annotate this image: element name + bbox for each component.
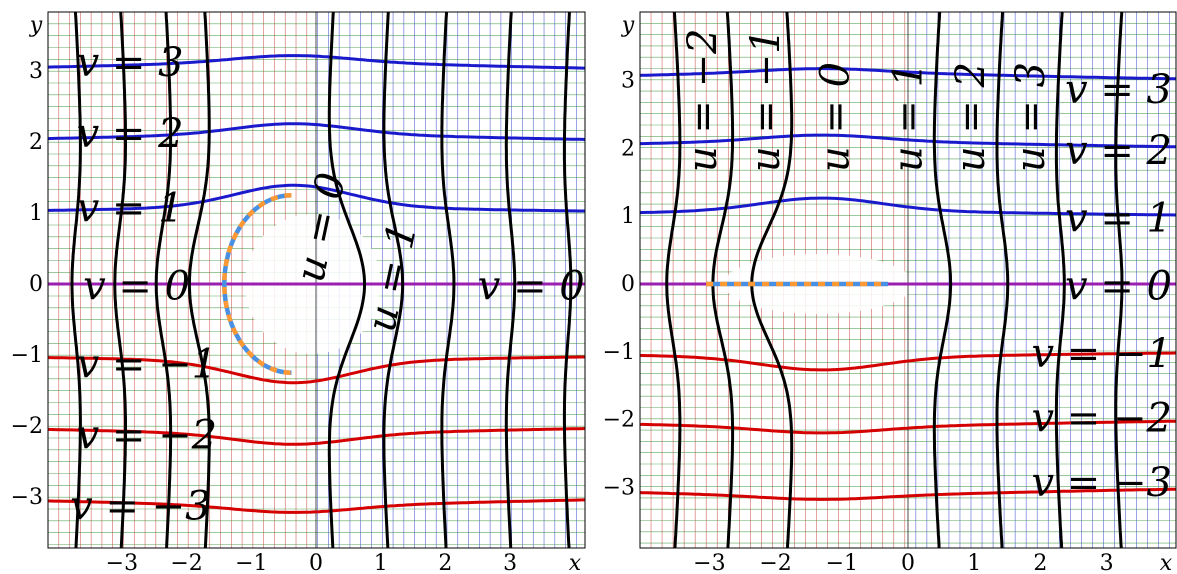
u-curve — [1054, 12, 1066, 548]
v-curve — [48, 183, 585, 213]
y-tick-label: −1 — [11, 343, 43, 368]
y-tick-label: −2 — [11, 414, 43, 439]
v-curve-label: v = 1 — [77, 185, 184, 231]
u-curve — [504, 12, 517, 548]
v-curve — [48, 427, 585, 446]
y-tick-label: −1 — [603, 340, 635, 365]
branch-cut-arc-dash — [222, 193, 292, 375]
y-tick-label: 2 — [29, 130, 43, 155]
x-tick-label: 0 — [309, 551, 323, 574]
y-tick-label: 2 — [621, 136, 635, 161]
x-tick-label: 3 — [503, 551, 517, 574]
u-curve — [327, 12, 366, 548]
y-tick-label: 3 — [29, 59, 43, 84]
y-tick-label: −3 — [11, 485, 43, 510]
u-curve — [1114, 12, 1124, 548]
x-tick-label: −1 — [826, 551, 858, 574]
u-curve — [995, 12, 1010, 548]
y-tick-label: 1 — [29, 201, 43, 226]
v-curve-label: v = 3 — [77, 40, 184, 86]
v-curve-label: v = −2 — [1031, 396, 1172, 442]
u-curve — [665, 12, 682, 548]
y-tick-label: 0 — [29, 272, 43, 297]
x-tick-label: −2 — [170, 551, 202, 574]
y-axis-label: y — [621, 13, 635, 38]
v-curve — [48, 122, 585, 141]
u-curve-label: u = 0 — [812, 62, 858, 172]
u-curve — [711, 12, 735, 548]
x-tick-label: 2 — [438, 551, 452, 574]
branch-cut — [222, 193, 292, 375]
u-curve — [750, 12, 794, 548]
v-curve — [640, 419, 1176, 435]
v-curve-label-right: v = 0 — [478, 264, 585, 310]
u-curve — [113, 12, 127, 548]
v-curve-label: v = 1 — [1065, 196, 1172, 242]
v-curve-label: v = −3 — [70, 484, 211, 530]
v-curve-label: v = 2 — [1065, 128, 1172, 174]
u-curve-label: u = 2 — [948, 62, 994, 172]
u-curve — [382, 12, 405, 548]
plot-frame — [47, 11, 586, 549]
x-tick-label: 1 — [967, 551, 981, 574]
v-curve — [48, 355, 585, 385]
v-curve-label: v = −2 — [77, 413, 218, 459]
u-curve — [440, 12, 456, 548]
u-curve-label: u = 1 — [885, 62, 931, 172]
v-curve-label: v = −1 — [1031, 331, 1172, 377]
y-tick-label: 3 — [621, 69, 635, 94]
v-curve-label: v = 0 — [1065, 263, 1172, 309]
x-tick-label: 1 — [374, 551, 388, 574]
y-tick-label: 1 — [621, 204, 635, 229]
u-curve — [932, 12, 953, 548]
u-curve-label: u = −1 — [743, 28, 789, 172]
v-curve-label: v = −3 — [1031, 460, 1172, 506]
v-curve — [48, 498, 585, 514]
v-curve — [48, 54, 585, 70]
v-curve — [640, 133, 1176, 149]
x-tick-label: 2 — [1033, 551, 1047, 574]
y-tick-label: −2 — [603, 408, 635, 433]
plot-frame — [639, 11, 1177, 549]
u-curve — [154, 12, 173, 548]
v-curve — [640, 67, 1176, 81]
v-curve-label: v = 2 — [77, 111, 184, 157]
v-curve-label: v = 0 — [83, 264, 190, 310]
u-curve-label: u = 3 — [1008, 62, 1054, 172]
x-tick-label: −2 — [759, 551, 791, 574]
y-axis-label: y — [29, 13, 43, 38]
x-axis-label: x — [569, 551, 582, 574]
x-tick-label: −3 — [106, 551, 138, 574]
y-tick-label: −3 — [603, 475, 635, 500]
x-tick-label: 3 — [1100, 551, 1114, 574]
x-axis-label: x — [1160, 551, 1173, 574]
v-curve-label: v = 3 — [1065, 67, 1172, 113]
u-curve-label: u = −2 — [680, 28, 726, 172]
v-curve-label: v = −1 — [77, 342, 218, 388]
y-tick-label: 0 — [621, 272, 635, 297]
u-curve — [70, 12, 82, 548]
x-tick-label: 0 — [901, 551, 915, 574]
v-curve — [640, 487, 1176, 501]
curve-labels: v = 3 v = 2 v = 1 v = 0 v = −1 v = −2 v = −3 u … — [680, 28, 1172, 506]
x-tick-label: −3 — [693, 551, 725, 574]
curve-labels: v = 3 v = 2 v = 1 v = 0 v = −1 v = −2 v = −3 v … — [70, 40, 585, 530]
u-curve — [187, 12, 211, 548]
x-tick-label: −1 — [235, 551, 267, 574]
u-curve — [562, 12, 573, 548]
